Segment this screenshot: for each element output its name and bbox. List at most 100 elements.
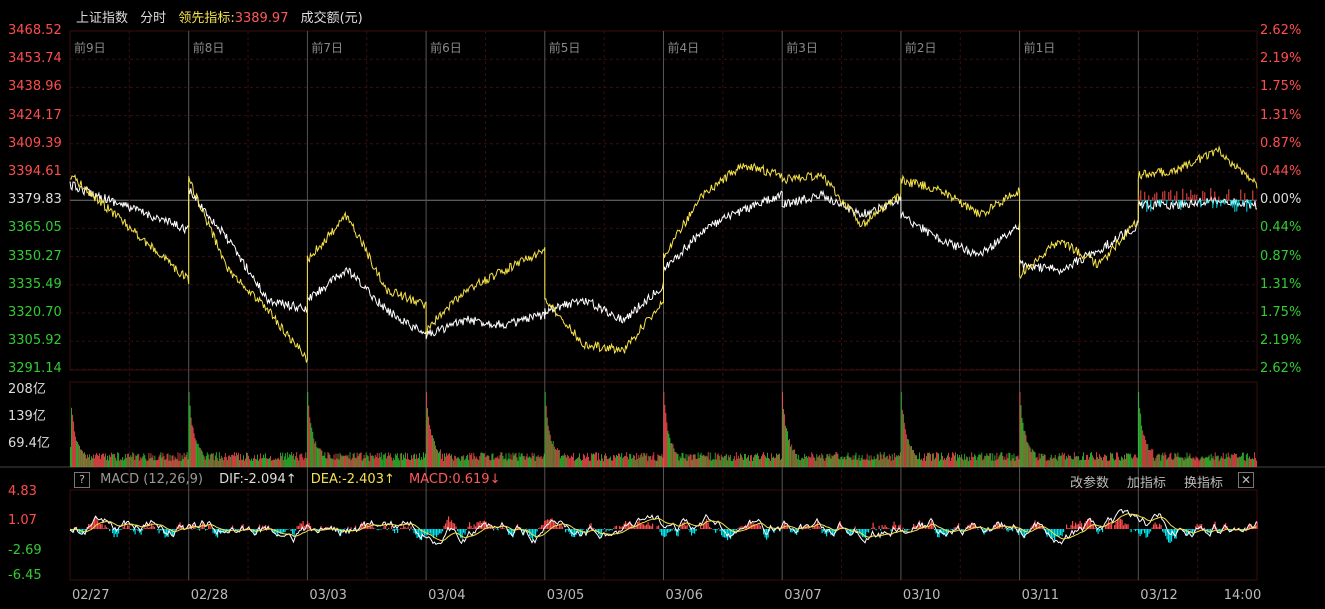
volume-bar (1026, 441, 1028, 467)
volume-bar (1209, 460, 1211, 467)
volume-bar (1083, 452, 1084, 467)
volume-bar (206, 452, 208, 467)
volume-bar (401, 452, 402, 467)
macd-bar (214, 529, 216, 534)
macd-bar (511, 529, 513, 536)
macd-bar (341, 529, 343, 531)
percent-axis-label: 1.75% (1260, 79, 1302, 95)
volume-bar (634, 455, 636, 467)
volume-bar (500, 452, 502, 467)
volume-bar (846, 455, 848, 467)
volume-bar (322, 456, 324, 467)
volume-axis-label: 139亿 (8, 409, 46, 424)
macd-bar (875, 529, 877, 531)
swap-indicator-button[interactable]: 换指标 (1184, 476, 1224, 491)
volume-bar (1220, 456, 1222, 467)
period-label[interactable]: 分时 (140, 11, 167, 26)
volume-bar (112, 454, 113, 467)
volume-bar (513, 455, 515, 467)
volume-bar (449, 453, 450, 467)
macd-bar (151, 523, 153, 529)
volume-bar (525, 456, 527, 467)
volume-bar (255, 459, 256, 467)
volume-bar (775, 457, 776, 467)
tick-bar (1168, 192, 1170, 200)
chart-header: 上证指数 分时 领先指标:3389.97 成交额(元) (76, 7, 371, 26)
macd-bar (479, 520, 481, 529)
macd-bar (166, 529, 168, 537)
macd-bar (403, 524, 405, 529)
volume-bar (220, 455, 222, 467)
volume-bar (351, 458, 353, 467)
volume-bar (575, 459, 576, 467)
volume-bar (1246, 453, 1248, 467)
volume-bar (714, 452, 716, 467)
volume-bar (469, 452, 471, 467)
volume-bar (454, 455, 456, 467)
volume-bar (1218, 460, 1220, 467)
volume-bar (1093, 457, 1094, 467)
tick-bar (1244, 193, 1246, 200)
macd-title[interactable]: MACD (12,26,9) (100, 472, 204, 487)
volume-bar (357, 456, 359, 467)
volume-bar (361, 460, 363, 467)
volume-bar (152, 455, 154, 467)
volume-bar (293, 453, 295, 467)
volume-bar (1144, 435, 1146, 467)
macd-bar (1126, 524, 1128, 529)
macd-bar (602, 529, 604, 530)
close-icon[interactable]: ✕ (1238, 472, 1254, 488)
macd-bar (682, 522, 684, 529)
volume-bar (113, 454, 115, 467)
volume-bar (75, 436, 76, 467)
volume-bar (280, 452, 281, 467)
volume-bar (558, 449, 560, 467)
macd-bar (221, 529, 223, 533)
macd-bar (556, 525, 558, 529)
volume-bar (109, 455, 110, 467)
volume-bar (615, 457, 616, 467)
volume-bar (534, 461, 536, 467)
macd-bar (1108, 520, 1110, 529)
volume-bar (535, 456, 537, 467)
volume-bar (788, 440, 789, 467)
volume-bar (1219, 458, 1221, 467)
macd-bar (847, 529, 849, 534)
volume-bar (726, 460, 728, 467)
volume-bar (504, 458, 506, 467)
volume-bar (1205, 457, 1207, 467)
volume-bar (532, 455, 534, 467)
volume-bar (414, 453, 415, 467)
volume-bar (832, 456, 834, 467)
volume-bar (299, 454, 301, 467)
macd-bar (1106, 523, 1108, 529)
volume-bar (691, 459, 693, 467)
volume-bar (477, 459, 479, 467)
volume-bar (1147, 444, 1149, 467)
macd-bar (244, 529, 246, 530)
volume-bar (1051, 458, 1053, 467)
volume-bar (116, 460, 118, 467)
macd-bar (707, 522, 709, 529)
volume-bar (981, 452, 983, 467)
help-icon[interactable]: ? (74, 472, 90, 488)
volume-bar (381, 459, 383, 467)
volume-bar (705, 455, 707, 467)
macd-bar (1121, 519, 1123, 529)
volume-bar (335, 453, 337, 467)
add-indicator-button[interactable]: 加指标 (1127, 476, 1167, 491)
volume-bar (847, 452, 849, 467)
macd-bar (740, 526, 742, 529)
volume-bar (1202, 457, 1204, 467)
volume-bar (346, 456, 348, 467)
change-params-button[interactable]: 改参数 (1070, 476, 1110, 491)
volume-bar (1091, 452, 1092, 467)
volume-bar (799, 459, 801, 467)
volume-bar (1066, 457, 1068, 467)
volume-bar (576, 458, 577, 467)
macd-bar (1148, 529, 1150, 534)
volume-bar (1125, 459, 1126, 467)
macd-bar (1190, 529, 1192, 534)
tick-bar (1202, 191, 1204, 200)
